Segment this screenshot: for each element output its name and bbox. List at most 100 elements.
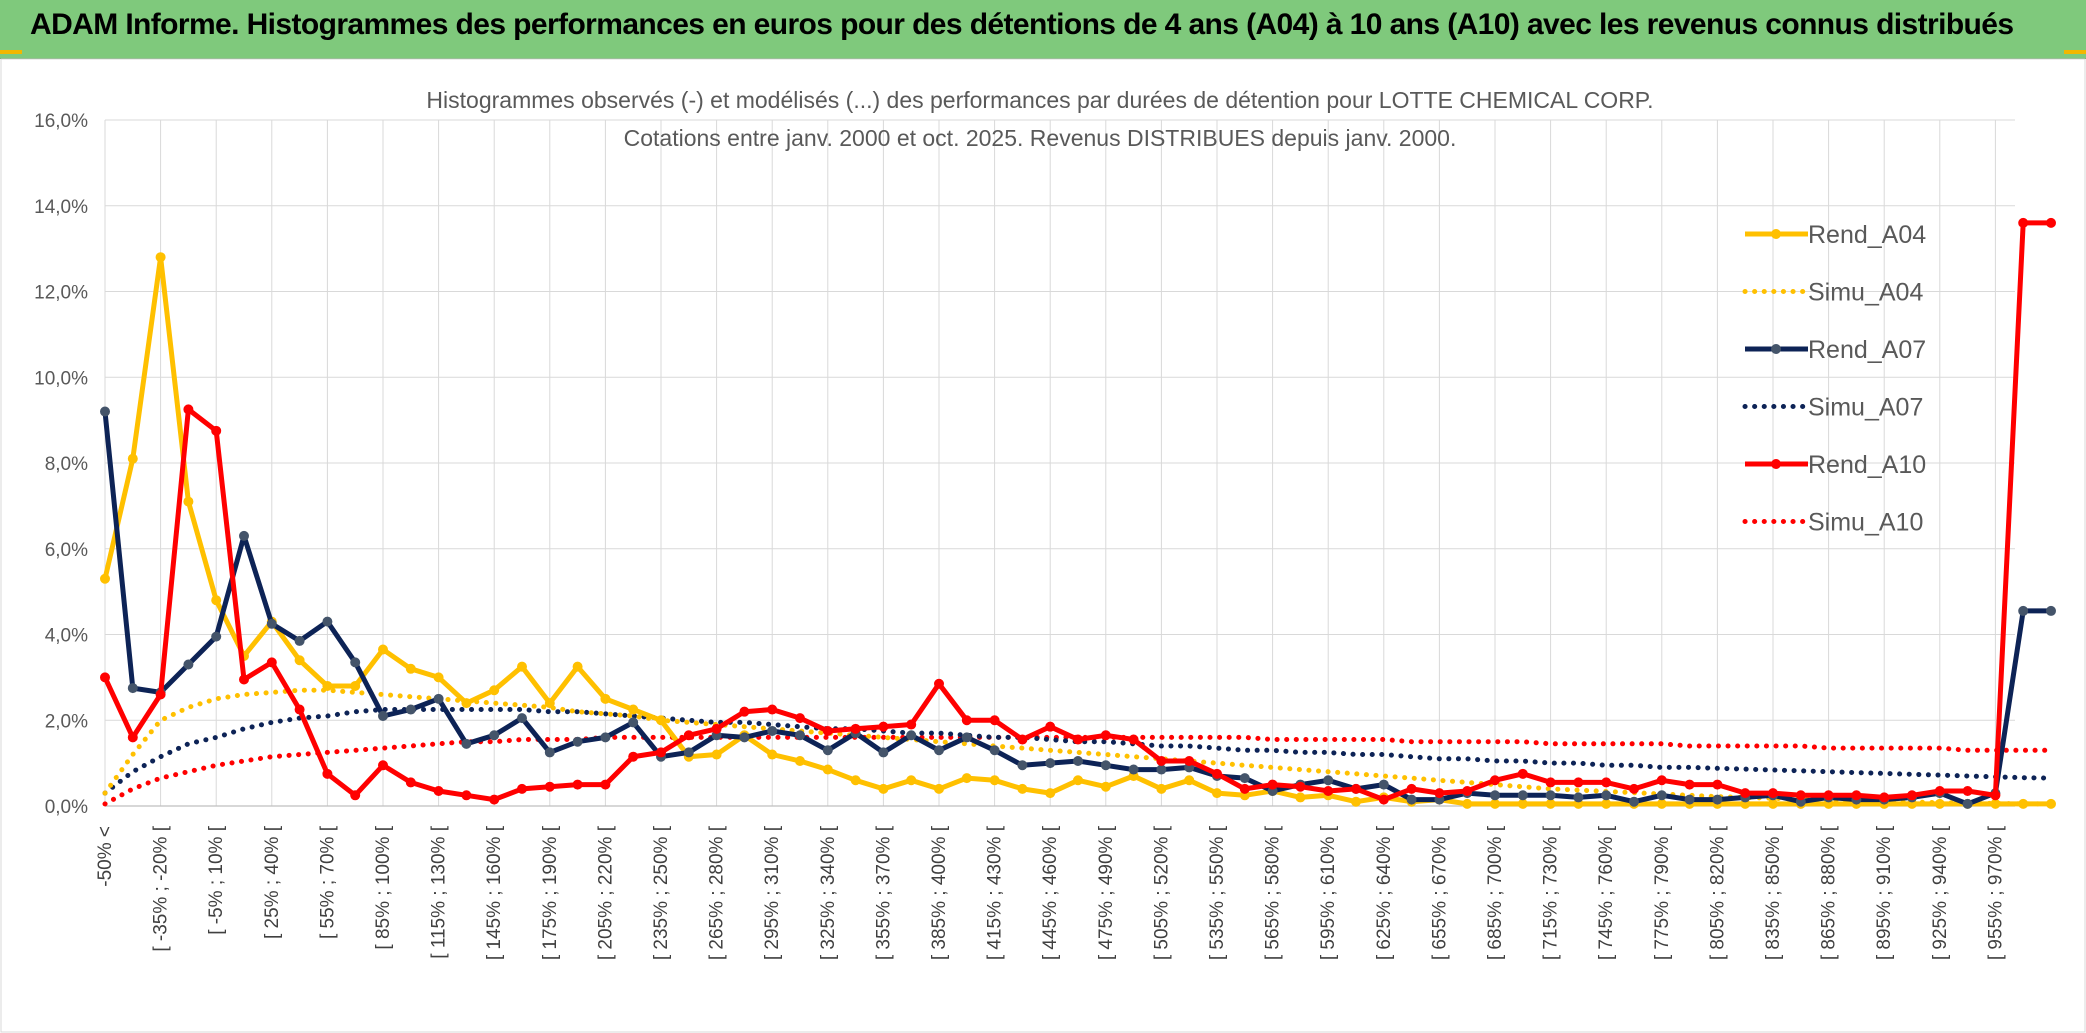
data-point — [378, 710, 388, 721]
data-point — [934, 678, 944, 689]
data-point — [2046, 605, 2056, 616]
data-point — [1934, 785, 1945, 796]
data-point — [628, 717, 639, 728]
data-point — [600, 732, 611, 743]
data-point — [100, 672, 110, 683]
data-point — [767, 725, 778, 736]
x-tick-label: [ 385% ; 400% [ — [929, 825, 950, 960]
data-point — [517, 713, 527, 724]
x-tick-label: [ -5% ; 10% [ — [206, 825, 227, 934]
corner-decoration-right — [2064, 50, 2086, 54]
data-point — [1100, 781, 1111, 792]
data-point — [1156, 755, 1167, 766]
data-point — [127, 453, 138, 464]
legend[interactable]: Rend_A04 Simu_A04 Rend_A07 Simu_A07 Rend_A10… — [1742, 221, 1926, 537]
legend-item-rend_a04[interactable]: Rend_A04 — [1745, 221, 1926, 249]
data-point — [1768, 798, 1778, 809]
legend-marker — [1771, 459, 1781, 469]
legend-label: Rend_A10 — [1808, 451, 1926, 479]
data-point — [350, 680, 361, 691]
legend-item-simu_a07[interactable]: Simu_A07 — [1742, 394, 1923, 422]
data-point — [1517, 768, 1528, 779]
data-point — [1962, 798, 1973, 809]
data-point — [1295, 781, 1306, 792]
y-axis: 0,0% 2,0% 4,0% 6,0% 8,0% 10,0% 12,0% 14,0% 16,0% — [34, 111, 88, 818]
data-point — [1045, 758, 1056, 769]
data-point — [1378, 779, 1389, 790]
x-tick-label: [ 715% ; 730% [ — [1541, 825, 1562, 960]
y-tick-label: 4,0% — [45, 626, 88, 647]
data-point — [2046, 217, 2056, 228]
data-point — [155, 252, 166, 263]
header-banner: ADAM Informe. Histogrammes des performan… — [0, 0, 2086, 59]
data-point — [322, 680, 333, 691]
data-point — [433, 693, 444, 704]
data-point — [405, 704, 416, 715]
data-point — [711, 723, 722, 734]
data-point — [544, 747, 555, 758]
data-point — [1934, 798, 1945, 809]
data-point — [961, 715, 972, 726]
series-rend_a10 — [100, 217, 2056, 805]
x-tick-label: [ 565% ; 580% [ — [1263, 825, 1284, 960]
data-point — [461, 790, 472, 801]
data-point — [433, 785, 444, 796]
legend-item-simu_a10[interactable]: Simu_A10 — [1742, 509, 1923, 537]
x-tick-label: [ 745% ; 760% [ — [1596, 825, 1617, 960]
data-point — [517, 661, 527, 672]
data-point — [294, 704, 305, 715]
x-tick-label: [ 865% ; 880% [ — [1819, 825, 1840, 960]
data-point — [405, 663, 416, 674]
data-point — [544, 698, 555, 709]
data-point — [628, 751, 639, 762]
x-tick-label: [ 415% ; 430% [ — [985, 825, 1006, 960]
legend-item-simu_a04[interactable]: Simu_A04 — [1742, 279, 1923, 307]
legend-item-rend_a10[interactable]: Rend_A10 — [1745, 451, 1926, 479]
data-point — [1601, 798, 1612, 809]
data-point — [1239, 773, 1250, 784]
data-point — [906, 719, 917, 730]
data-point — [266, 657, 277, 668]
data-point — [1656, 798, 1667, 809]
x-tick-label: [ 55% ; 70% [ — [317, 825, 338, 939]
data-point — [1490, 775, 1500, 786]
x-tick-label: [ 505% ; 520% [ — [1151, 825, 1172, 960]
data-point — [572, 736, 583, 747]
data-point — [1712, 779, 1723, 790]
data-point — [100, 573, 110, 584]
data-point — [1128, 734, 1139, 745]
data-point — [656, 747, 666, 758]
x-tick-label: [ 325% ; 340% [ — [818, 825, 839, 960]
data-point — [405, 777, 416, 788]
legend-item-rend_a07[interactable]: Rend_A07 — [1745, 336, 1926, 364]
x-tick-label: [ 235% ; 250% [ — [651, 825, 672, 960]
data-point — [572, 661, 583, 672]
data-point — [211, 595, 222, 606]
data-point — [1128, 764, 1139, 775]
data-point — [155, 689, 166, 700]
data-point — [1990, 798, 2001, 809]
legend-label: Simu_A10 — [1808, 509, 1923, 537]
x-tick-label: [ 925% ; 940% [ — [1930, 825, 1951, 960]
x-tick-label: -50% < — [95, 826, 116, 887]
x-tick-label: [ 265% ; 280% [ — [707, 825, 728, 960]
data-point — [127, 683, 138, 694]
data-point — [322, 768, 333, 779]
data-point — [989, 775, 1000, 786]
data-point — [1629, 783, 1639, 794]
data-point — [1017, 734, 1028, 745]
data-point — [350, 657, 361, 668]
data-point — [1184, 775, 1195, 786]
data-point — [1879, 792, 1890, 803]
x-tick-label: [ 805% ; 820% [ — [1707, 825, 1728, 960]
data-point — [1573, 792, 1584, 803]
x-tick-label: [ 625% ; 640% [ — [1374, 825, 1395, 960]
data-point — [878, 783, 889, 794]
data-point — [1073, 734, 1083, 745]
data-point — [1267, 779, 1278, 790]
x-tick-label: [ 145% ; 160% [ — [484, 825, 505, 960]
data-point — [127, 732, 138, 743]
data-point — [433, 672, 444, 683]
x-tick-label: [ 25% ; 40% [ — [262, 825, 283, 939]
banner-title: ADAM Informe. Histogrammes des performan… — [30, 8, 2014, 41]
